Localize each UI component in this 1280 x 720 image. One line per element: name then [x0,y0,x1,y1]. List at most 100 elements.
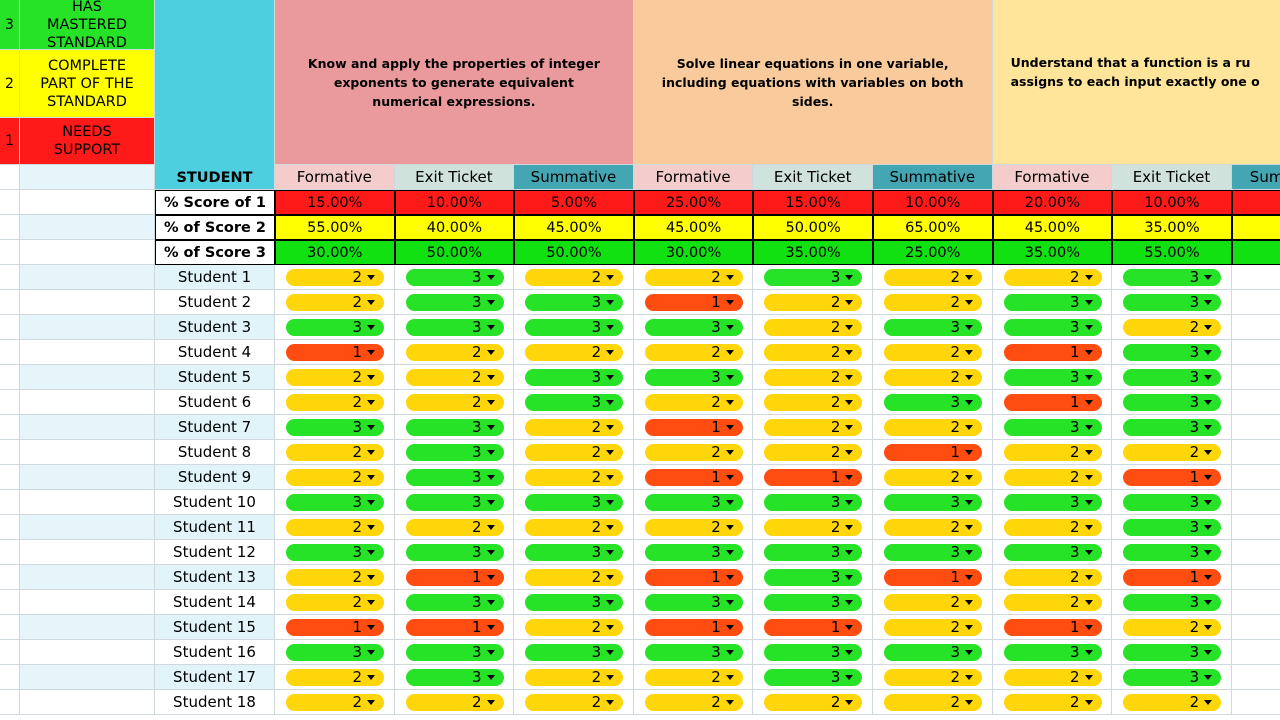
score-dropdown[interactable]: 1 [884,444,982,461]
score-dropdown[interactable]: 3 [764,594,863,611]
score-dropdown[interactable]: 2 [1003,444,1102,461]
score-dropdown[interactable]: 2 [644,669,743,686]
score-dropdown[interactable]: 2 [764,419,863,436]
score-dropdown[interactable]: 2 [764,294,863,311]
score-dropdown[interactable]: 2 [525,669,624,686]
score-dropdown[interactable]: 2 [764,319,863,336]
score-dropdown[interactable]: 2 [405,369,504,386]
score-dropdown[interactable]: 2 [884,694,982,711]
score-dropdown[interactable]: 3 [286,544,384,561]
score-dropdown[interactable]: 3 [1123,344,1222,361]
score-dropdown[interactable]: 2 [286,594,384,611]
score-dropdown[interactable]: 3 [286,319,384,336]
score-dropdown[interactable]: 3 [525,594,624,611]
score-dropdown[interactable]: 2 [884,294,982,311]
score-dropdown[interactable]: 3 [764,569,863,586]
score-dropdown[interactable]: 3 [1123,394,1222,411]
score-dropdown[interactable]: 1 [286,344,384,361]
score-dropdown[interactable]: 2 [884,344,982,361]
score-dropdown[interactable]: 3 [644,644,743,661]
score-dropdown[interactable]: 3 [644,369,743,386]
score-dropdown[interactable]: 3 [884,644,982,661]
score-dropdown[interactable]: 1 [644,419,743,436]
score-dropdown[interactable]: 2 [286,269,384,286]
score-dropdown[interactable]: 3 [1123,419,1222,436]
score-dropdown[interactable]: 2 [644,344,743,361]
score-dropdown[interactable]: 1 [405,569,504,586]
score-dropdown[interactable]: 2 [286,569,384,586]
score-dropdown[interactable]: 2 [764,369,863,386]
score-dropdown[interactable]: 2 [1003,669,1102,686]
score-dropdown[interactable]: 3 [405,319,504,336]
score-dropdown[interactable]: 1 [405,619,504,636]
score-dropdown[interactable]: 1 [1123,469,1222,486]
score-dropdown[interactable]: 1 [644,569,743,586]
score-dropdown[interactable]: 3 [525,294,624,311]
score-dropdown[interactable]: 3 [286,419,384,436]
score-dropdown[interactable]: 2 [1003,469,1102,486]
score-dropdown[interactable]: 3 [405,544,504,561]
score-dropdown[interactable]: 3 [1003,294,1102,311]
score-dropdown[interactable]: 1 [1123,569,1222,586]
score-dropdown[interactable]: 3 [644,494,743,511]
score-dropdown[interactable]: 3 [525,394,624,411]
score-dropdown[interactable]: 3 [525,544,624,561]
score-dropdown[interactable]: 3 [1123,519,1222,536]
score-dropdown[interactable]: 2 [1123,694,1222,711]
score-dropdown[interactable]: 2 [405,394,504,411]
score-dropdown[interactable]: 1 [286,619,384,636]
score-dropdown[interactable]: 3 [1003,544,1102,561]
score-dropdown[interactable]: 1 [884,569,982,586]
score-dropdown[interactable]: 2 [405,519,504,536]
score-dropdown[interactable]: 1 [644,619,743,636]
score-dropdown[interactable]: 1 [764,619,863,636]
score-dropdown[interactable]: 3 [764,494,863,511]
score-dropdown[interactable]: 3 [405,594,504,611]
score-dropdown[interactable]: 1 [764,469,863,486]
score-dropdown[interactable]: 2 [405,694,504,711]
score-dropdown[interactable]: 2 [1003,519,1102,536]
score-dropdown[interactable]: 2 [1123,444,1222,461]
score-dropdown[interactable]: 2 [764,344,863,361]
score-dropdown[interactable]: 3 [1003,319,1102,336]
score-dropdown[interactable]: 3 [1123,594,1222,611]
score-dropdown[interactable]: 2 [525,269,624,286]
score-dropdown[interactable]: 2 [764,519,863,536]
score-dropdown[interactable]: 3 [644,319,743,336]
score-dropdown[interactable]: 1 [644,469,743,486]
score-dropdown[interactable]: 3 [1003,419,1102,436]
score-dropdown[interactable]: 3 [525,644,624,661]
score-dropdown[interactable]: 2 [525,344,624,361]
score-dropdown[interactable]: 2 [525,444,624,461]
score-dropdown[interactable]: 2 [764,394,863,411]
score-dropdown[interactable]: 2 [1003,694,1102,711]
score-dropdown[interactable]: 3 [1123,294,1222,311]
score-dropdown[interactable]: 2 [884,619,982,636]
score-dropdown[interactable]: 2 [286,444,384,461]
score-dropdown[interactable]: 2 [1003,569,1102,586]
score-dropdown[interactable]: 2 [884,669,982,686]
score-dropdown[interactable]: 3 [286,494,384,511]
score-dropdown[interactable]: 3 [525,369,624,386]
score-dropdown[interactable]: 3 [644,544,743,561]
score-dropdown[interactable]: 2 [644,444,743,461]
score-dropdown[interactable]: 1 [1003,394,1102,411]
score-dropdown[interactable]: 3 [1123,669,1222,686]
score-dropdown[interactable]: 3 [405,494,504,511]
score-dropdown[interactable]: 1 [1003,344,1102,361]
score-dropdown[interactable]: 2 [525,569,624,586]
score-dropdown[interactable]: 1 [644,294,743,311]
score-dropdown[interactable]: 2 [525,519,624,536]
score-dropdown[interactable]: 2 [884,419,982,436]
score-dropdown[interactable]: 3 [1123,544,1222,561]
score-dropdown[interactable]: 2 [405,344,504,361]
score-dropdown[interactable]: 2 [286,669,384,686]
score-dropdown[interactable]: 3 [764,269,863,286]
score-dropdown[interactable]: 3 [405,269,504,286]
score-dropdown[interactable]: 3 [1123,644,1222,661]
score-dropdown[interactable]: 3 [525,319,624,336]
score-dropdown[interactable]: 1 [1003,619,1102,636]
score-dropdown[interactable]: 2 [1003,594,1102,611]
score-dropdown[interactable]: 3 [764,669,863,686]
score-dropdown[interactable]: 3 [405,669,504,686]
